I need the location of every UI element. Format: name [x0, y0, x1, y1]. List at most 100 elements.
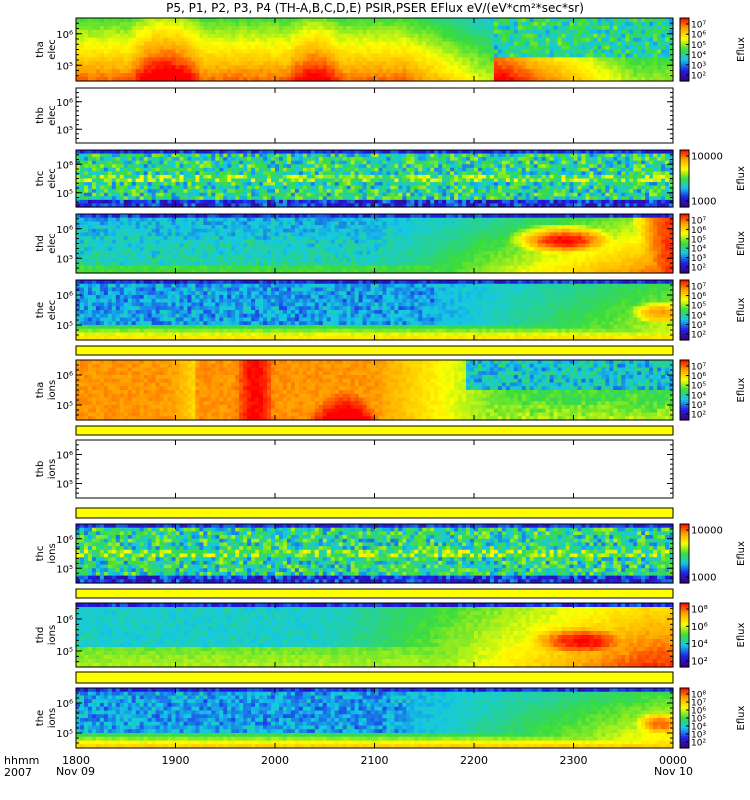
spectrogram-cell: [267, 61, 272, 66]
spectrogram-cell: [314, 61, 320, 66]
spectrogram-cell: [669, 77, 674, 82]
spectrogram-cell: [183, 189, 189, 194]
spectrogram-cell: [306, 41, 312, 47]
spectrogram-cell: [573, 185, 579, 190]
spectrogram-cell: [223, 21, 228, 27]
spectrogram-cell: [493, 69, 499, 74]
spectrogram-cell: [398, 160, 403, 165]
spectrogram-cell: [589, 153, 594, 158]
spectrogram-cell: [171, 182, 177, 187]
spectrogram-cell: [430, 69, 435, 74]
spectrogram-cell: [629, 53, 634, 58]
spectrogram-cell: [255, 33, 260, 39]
spectrogram-cell: [123, 196, 129, 201]
spectrogram-cell: [533, 199, 539, 205]
spectrogram-cell: [601, 65, 606, 70]
spectrogram-cell: [450, 199, 455, 205]
spectrogram-cell: [290, 174, 296, 180]
spectrogram-cell: [298, 65, 304, 70]
spectrogram-cell: [585, 164, 591, 169]
spectrogram-cell: [390, 37, 395, 43]
spectrogram-cell: [665, 178, 670, 183]
spectrogram-cell: [243, 37, 248, 43]
spectrogram-cell: [167, 53, 173, 58]
spectrogram-cell: [545, 73, 551, 78]
spectrogram-cell: [589, 25, 594, 31]
spectrogram-cell: [199, 199, 204, 205]
spectrogram-cell: [390, 77, 395, 82]
spectrogram-cell: [497, 167, 503, 172]
spectrogram-cell: [581, 185, 587, 190]
spectrogram-cell: [637, 21, 642, 27]
spectrogram-cell: [501, 25, 507, 31]
spectrogram-cell: [127, 153, 133, 158]
spectrogram-cell: [334, 203, 340, 208]
spectrogram-cell: [553, 53, 559, 58]
spectrogram-cell: [155, 33, 161, 39]
spectrogram-cell: [653, 189, 658, 194]
spectrogram-cell: [370, 41, 376, 47]
spectrogram-cell: [481, 153, 487, 158]
spectrogram-cell: [601, 185, 606, 190]
spectrogram-cell: [493, 61, 499, 66]
spectrogram-cell: [163, 57, 169, 62]
spectrogram-cell: [175, 41, 181, 47]
spectrogram-cell: [633, 57, 638, 62]
spectrogram-cell: [338, 41, 344, 47]
spectrogram-cell: [553, 41, 559, 47]
spectrogram-cell: [434, 18, 439, 23]
spectrogram-cell: [147, 73, 153, 78]
spectrogram-cell: [243, 174, 248, 180]
spectrogram-cell: [458, 167, 463, 172]
spectrogram-cell: [326, 18, 332, 23]
spectrogram-cell: [402, 18, 407, 23]
spectrogram-cell: [271, 65, 276, 70]
spectrogram-cell: [605, 69, 610, 74]
spectrogram-cell: [330, 18, 336, 23]
spectrogram-cell: [613, 73, 618, 78]
spectrogram-cell: [271, 21, 276, 27]
spectrogram-cell: [163, 69, 169, 74]
spectrogram-cell: [509, 21, 515, 27]
spectrogram-cell: [430, 18, 435, 23]
spectrogram-cell: [442, 29, 447, 35]
spectrogram-cell: [653, 33, 658, 39]
spectrogram-cell: [294, 153, 300, 158]
spectrogram-cell: [641, 203, 646, 208]
spectrogram-cell: [657, 192, 662, 197]
spectrogram-cell: [533, 182, 539, 187]
spectrogram-cell: [139, 77, 145, 82]
spectrogram-cell: [378, 171, 384, 176]
spectrogram-cell: [581, 182, 587, 187]
spectrogram-cell: [286, 167, 292, 172]
spectrogram-cell: [267, 164, 272, 169]
spectrogram-cell: [314, 73, 320, 78]
spectrogram-cell: [557, 167, 563, 172]
spectrogram-cell: [581, 178, 587, 183]
spectrogram-cell: [470, 65, 475, 70]
spectrogram-cell: [330, 37, 336, 43]
spectrogram-cell: [394, 53, 399, 58]
spectrogram-cell: [302, 73, 308, 78]
spectrogram-cell: [573, 150, 579, 155]
spectrogram-cell: [322, 196, 328, 201]
spectrogram-cell: [326, 73, 332, 78]
spectrogram-cell: [255, 178, 260, 183]
spectrogram-cell: [175, 178, 181, 183]
spectrogram-cell: [282, 178, 288, 183]
spectrogram-cell: [481, 37, 487, 43]
spectrogram-cell: [569, 65, 575, 70]
spectrogram-cell: [79, 174, 85, 180]
spectrogram-cell: [255, 37, 260, 43]
spectrogram-cell: [589, 160, 594, 165]
spectrogram-cell: [649, 150, 654, 155]
spectrogram-cell: [231, 185, 236, 190]
spectrogram-cell: [203, 153, 208, 158]
spectrogram-cell: [338, 65, 344, 70]
spectrogram-cell: [481, 45, 487, 51]
spectrogram-cell: [278, 57, 284, 62]
spectrogram-cell: [247, 178, 252, 183]
spectrogram-cell: [641, 167, 646, 172]
spectrogram-cell: [665, 57, 670, 62]
spectrogram-cell: [127, 73, 133, 78]
